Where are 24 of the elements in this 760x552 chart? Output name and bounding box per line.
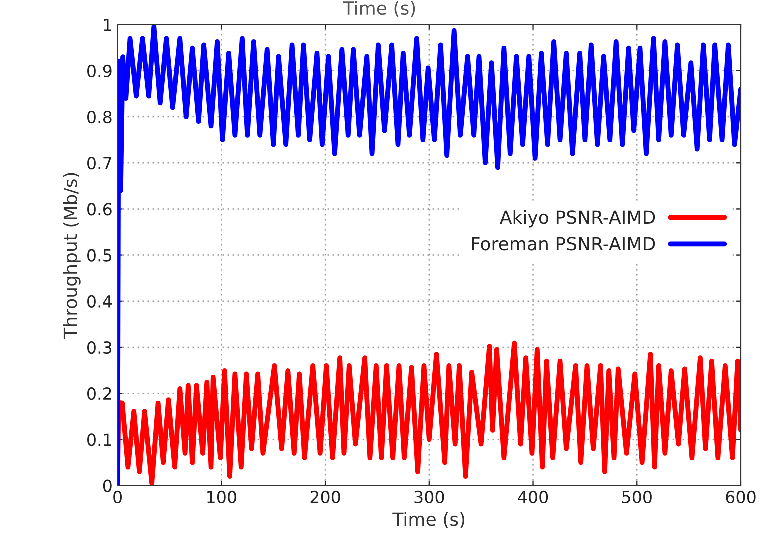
y-tick-label: 0.1 bbox=[88, 434, 112, 446]
y-tick-label: 0.6 bbox=[88, 203, 112, 216]
y-tick-label: 0 bbox=[103, 480, 112, 492]
y-tick-label: 1 bbox=[104, 19, 112, 32]
y-tick-label: 0.4 bbox=[88, 295, 112, 308]
x-tick-label: 0 bbox=[114, 490, 122, 504]
y-tick-label: 0.8 bbox=[88, 110, 112, 124]
line-series bbox=[118, 24, 741, 486]
y-tick-label: 0.7 bbox=[88, 157, 112, 170]
legend-label: Foreman PSNR-AIMD bbox=[472, 237, 656, 251]
x-tick-label: 500 bbox=[622, 490, 652, 504]
x-axis-title: Time (s) bbox=[392, 512, 465, 528]
y-tick-label: 0.5 bbox=[88, 249, 112, 262]
x-tick-label: 300 bbox=[414, 490, 444, 504]
y-tick-label: 0.2 bbox=[88, 388, 112, 400]
x-tick-label: 600 bbox=[726, 490, 756, 504]
x-tick-label: 100 bbox=[208, 490, 236, 504]
y-tick-label: 0.9 bbox=[88, 64, 112, 78]
y-tick-label: 0.3 bbox=[88, 341, 112, 354]
x-tick-label: 200 bbox=[310, 490, 340, 504]
legend-label: Akiyo PSNR-AIMD bbox=[500, 210, 656, 228]
chart-title: Time (s) bbox=[343, 1, 416, 18]
x-tick-label: 400 bbox=[518, 490, 548, 504]
y-axis-title: Throughput (Mb/s) bbox=[63, 173, 81, 339]
